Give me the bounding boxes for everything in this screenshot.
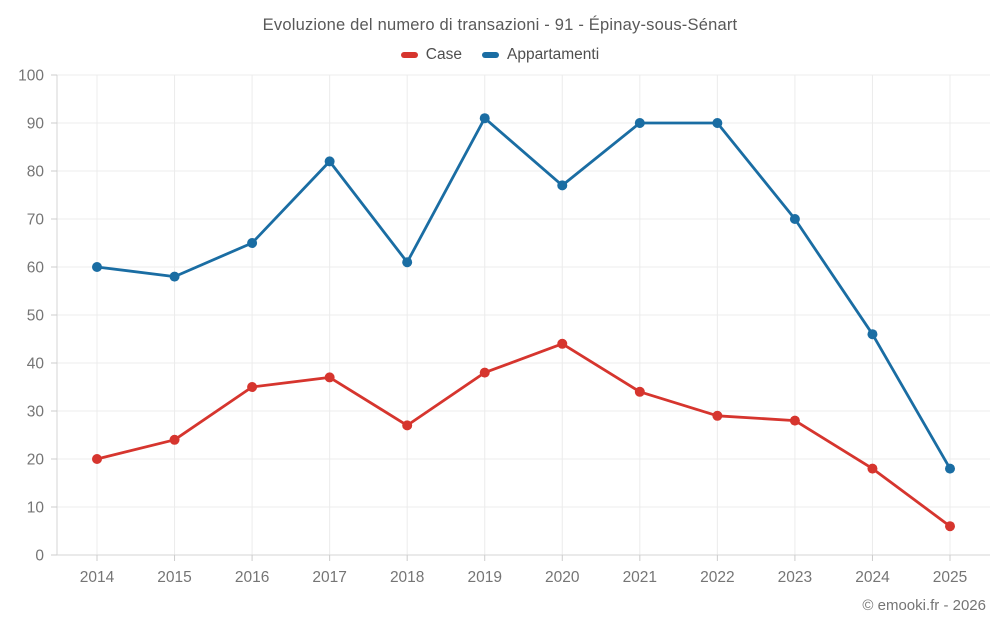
x-axis-tick-label: 2025 [933,569,967,586]
data-point-appartamenti[interactable] [867,329,878,340]
data-point-case[interactable] [789,415,800,426]
y-axis-tick-label: 60 [27,260,45,277]
legend-label: Case [425,46,462,63]
y-axis-tick-label: 100 [18,68,44,85]
x-axis-tick-label: 2018 [390,569,424,586]
data-point-appartamenti[interactable] [402,257,413,268]
series-line-case [95,342,952,528]
legend-swatch [481,52,499,58]
x-axis-tick-label: 2022 [700,569,734,586]
data-point-case[interactable] [247,382,258,392]
y-axis-tick-label: 50 [27,308,45,325]
data-point-appartamenti[interactable] [945,463,955,474]
x-axis-tick-label: 2016 [235,569,269,586]
footer-credit: © emooki.fr - 2026 [862,597,986,614]
data-point-case[interactable] [169,434,180,445]
data-point-appartamenti[interactable] [169,271,180,282]
y-axis-tick-label: 10 [27,500,45,517]
x-axis-tick-label: 2014 [80,569,115,586]
x-axis-tick-label: 2015 [157,569,191,586]
x-axis-tick-label: 2020 [545,569,580,586]
y-axis-tick-label: 40 [27,356,45,373]
series-line-appartamenti [95,116,952,471]
data-point-appartamenti[interactable] [634,118,645,128]
legend: Case Appartamenti [0,46,1000,64]
data-point-case[interactable] [634,386,645,397]
x-axis-tick-label: 2019 [467,569,501,586]
data-point-case[interactable] [479,367,490,378]
data-point-case[interactable] [712,410,723,421]
data-point-appartamenti[interactable] [479,113,490,124]
data-point-appartamenti[interactable] [247,238,258,248]
y-axis-tick-label: 70 [27,212,45,229]
y-axis-tick-label: 0 [35,548,44,565]
data-point-case[interactable] [557,338,568,349]
y-axis-tick-label: 20 [27,452,45,469]
data-point-case[interactable] [92,454,102,464]
data-point-appartamenti[interactable] [712,118,723,128]
y-axis-tick-label: 90 [27,116,45,133]
data-point-case[interactable] [867,463,878,474]
y-axis-tick-label: 30 [27,404,45,421]
x-axis-tick-label: 2021 [623,569,657,586]
legend-swatch [400,52,418,58]
data-point-case[interactable] [324,372,335,383]
y-axis-tick-label: 80 [27,164,45,181]
legend-item-appartamenti[interactable]: Appartamenti [481,46,600,64]
x-axis-tick-label: 2017 [312,569,346,586]
data-point-appartamenti[interactable] [92,262,102,272]
chart-title: Evoluzione del numero di transazioni - 9… [262,16,738,34]
x-axis-tick-label: 2024 [855,569,890,586]
data-point-case[interactable] [402,420,413,431]
legend-item-case[interactable]: Case [400,46,462,64]
data-point-appartamenti[interactable] [789,214,800,224]
data-point-case[interactable] [945,521,955,532]
legend-label: Appartamenti [506,46,600,63]
data-point-appartamenti[interactable] [557,180,568,191]
x-axis-tick-label: 2023 [778,569,812,586]
data-point-appartamenti[interactable] [324,156,335,167]
